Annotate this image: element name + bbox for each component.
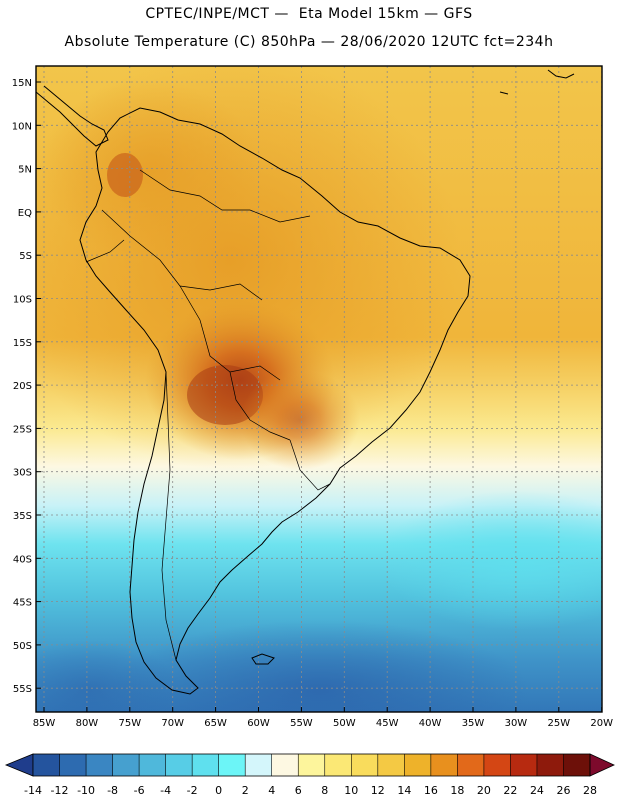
lon-label: 30W xyxy=(505,718,528,729)
colorbar-label: 16 xyxy=(424,784,438,797)
lat-label: 15S xyxy=(13,338,32,349)
colorbar-label: -12 xyxy=(51,784,69,797)
central-america-coastline xyxy=(36,85,109,147)
lon-label: 45W xyxy=(376,718,399,729)
falkland-islands xyxy=(251,653,275,665)
colorbar-swatch xyxy=(245,754,273,776)
lon-label: 35W xyxy=(462,718,485,729)
border-chile-argentina xyxy=(161,371,177,661)
caribbean-islands xyxy=(499,69,575,95)
colorbar-label: 18 xyxy=(450,784,464,797)
colorbar-label: 8 xyxy=(321,784,328,797)
colorbar-arrow-right xyxy=(589,753,615,777)
colorbar-swatch xyxy=(457,754,485,776)
lon-label: 40W xyxy=(419,718,442,729)
latitude-labels: 15N 10N 5N EQ 5S 10S 15S 20S 25S 30S 35S 40S 45S 50S 5… xyxy=(12,78,41,695)
colorbar-swatch xyxy=(430,754,458,776)
colorbar-swatch xyxy=(483,754,511,776)
colorbar-label: -4 xyxy=(160,784,171,797)
lon-label: 85W xyxy=(33,718,56,729)
lat-label: EQ xyxy=(18,208,32,219)
colorbar-arrow-left xyxy=(4,753,34,777)
coastline xyxy=(36,69,575,695)
colorbar-swatch xyxy=(165,754,193,776)
lat-label: 20S xyxy=(13,381,32,392)
chart-title-line2: Absolute Temperature (C) 850hPa — 28/06/… xyxy=(64,34,554,50)
lon-label: 70W xyxy=(161,718,184,729)
colorbar-label: 6 xyxy=(295,784,302,797)
border-bolivia xyxy=(179,285,281,381)
colorbar-swatch xyxy=(218,754,246,776)
chart-title-line1: CPTEC/INPE/MCT — Eta Model 15km — GFS xyxy=(145,6,473,22)
colorbar-label: 28 xyxy=(583,784,597,797)
colorbar: -14 -12 -10 -8 -6 -4 -2 0 2 4 6 8 10 12 14 16 18 20 22 24 26… xyxy=(4,753,615,797)
lat-label: 5N xyxy=(18,165,32,176)
colorbar-swatch xyxy=(112,754,140,776)
lon-label: 55W xyxy=(290,718,313,729)
lat-label: 30S xyxy=(13,468,32,479)
colorbar-label: 26 xyxy=(556,784,570,797)
colorbar-swatch xyxy=(33,754,61,776)
colorbar-swatch xyxy=(510,754,538,776)
colorbar-label: 0 xyxy=(215,784,222,797)
lat-label: 15N xyxy=(12,78,32,89)
lat-label: 45S xyxy=(13,598,32,609)
colorbar-label: -10 xyxy=(77,784,95,797)
colorbar-swatch xyxy=(86,754,114,776)
colorbar-swatch xyxy=(59,754,87,776)
lat-label: 35S xyxy=(13,511,32,522)
colorbar-label: 4 xyxy=(268,784,275,797)
colorbar-label: -2 xyxy=(187,784,198,797)
colorbar-swatch xyxy=(563,754,591,776)
lat-label: 5S xyxy=(19,251,32,262)
border-paraguay xyxy=(229,371,291,441)
lon-label: 75W xyxy=(118,718,141,729)
colorbar-label: -14 xyxy=(24,784,42,797)
lat-label: 55S xyxy=(13,684,32,695)
colorbar-swatch xyxy=(324,754,352,776)
lat-label: 25S xyxy=(13,424,32,435)
colorbar-label: 20 xyxy=(477,784,491,797)
lat-label: 50S xyxy=(13,641,32,652)
lon-label: 20W xyxy=(590,718,613,729)
colorbar-swatch xyxy=(351,754,379,776)
colorbar-swatch xyxy=(192,754,220,776)
lat-label: 10N xyxy=(12,121,32,132)
colorbar-swatch xyxy=(377,754,405,776)
colorbar-swatch xyxy=(404,754,432,776)
lon-label: 65W xyxy=(204,718,227,729)
lat-label: 40S xyxy=(13,554,32,565)
colorbar-label: 22 xyxy=(503,784,517,797)
lon-label: 80W xyxy=(76,718,99,729)
colorbar-label: 10 xyxy=(344,784,358,797)
colorbar-label: -6 xyxy=(134,784,145,797)
colorbar-swatch xyxy=(271,754,299,776)
lon-label: 60W xyxy=(247,718,270,729)
border-uruguay xyxy=(289,439,331,491)
lon-label: 25W xyxy=(547,718,570,729)
longitude-labels: 85W 80W 75W 70W 65W 60W 55W 50W 45W 40W 35W 30W 25W 2… xyxy=(33,707,613,729)
border-ecuador-peru xyxy=(85,239,125,263)
colorbar-label: -8 xyxy=(107,784,118,797)
colorbar-swatch xyxy=(536,754,564,776)
colorbar-label: 14 xyxy=(397,784,411,797)
south-america-coastline xyxy=(79,107,471,695)
graticule xyxy=(36,66,602,712)
colorbar-label: 12 xyxy=(371,784,385,797)
country-borders xyxy=(85,169,331,661)
colorbar-label: 2 xyxy=(242,784,249,797)
border-venezuela-brazil xyxy=(139,169,311,223)
temperature-field xyxy=(36,66,602,712)
colorbar-swatch xyxy=(139,754,167,776)
colorbar-swatch xyxy=(298,754,326,776)
lat-label: 10S xyxy=(13,295,32,306)
colorbar-label: 24 xyxy=(530,784,544,797)
lon-label: 50W xyxy=(333,718,356,729)
map-frame xyxy=(35,65,603,713)
